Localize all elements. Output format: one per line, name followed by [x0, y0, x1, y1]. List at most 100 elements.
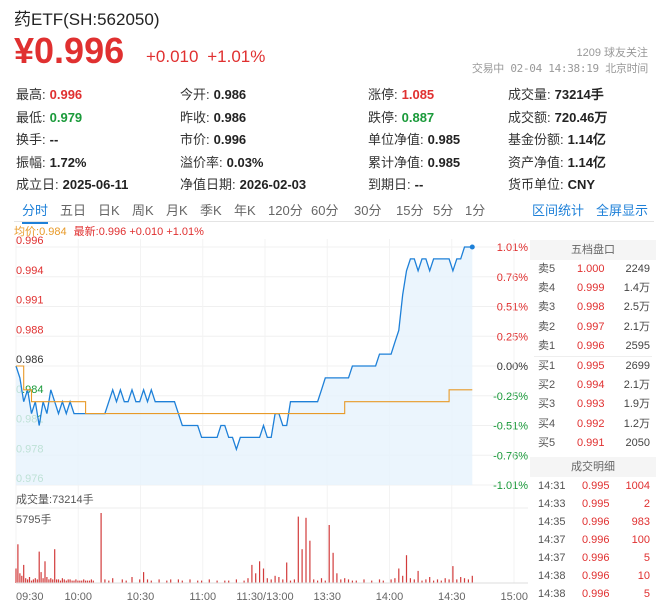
- stat-item: 昨收: 0.986: [180, 107, 246, 126]
- level-label: 卖3: [538, 301, 556, 314]
- volume-title: 成交量:73214手: [16, 492, 94, 506]
- volume-bar: [405, 555, 408, 583]
- bid-row: 买2 0.994 2.1万: [530, 376, 656, 395]
- trade-volume: 1004: [625, 479, 650, 492]
- stat-label: 基金份额:: [508, 132, 564, 147]
- pct-tick-label: 0.76%: [497, 272, 528, 284]
- ask-row: 卖3 0.998 2.5万: [530, 298, 656, 317]
- stat-item: 涨停: 1.085: [368, 84, 434, 103]
- tab-5[interactable]: 季K: [200, 203, 222, 218]
- stat-value: 1.085: [401, 87, 435, 102]
- volume-bar: [71, 580, 73, 583]
- tab-10[interactable]: 15分: [396, 203, 424, 218]
- stat-value: 2025-06-11: [62, 177, 129, 192]
- volume-bar: [108, 580, 110, 583]
- volume-bar: [83, 579, 85, 583]
- volume-bar: [471, 575, 473, 583]
- stat-value: 1.14亿: [567, 132, 606, 147]
- stat-item: 单位净值: 0.985: [368, 129, 460, 148]
- stat-value: --: [414, 177, 424, 192]
- trade-time: 交易中 02-04 14:38:19 北京时间: [472, 60, 648, 76]
- stat-label: 昨收:: [180, 109, 210, 125]
- volume-bar: [436, 579, 439, 583]
- volume-bar: [297, 516, 299, 583]
- trade-row: 14:35 0.996 983: [530, 513, 656, 531]
- level-label: 卖1: [538, 339, 556, 352]
- level-price: 0.998: [577, 301, 605, 314]
- tab-2[interactable]: 日K: [98, 203, 120, 218]
- tab-0[interactable]: 分时: [22, 200, 49, 224]
- legend-avg: 均价:0.984: [14, 226, 67, 238]
- trade-time: 14:38: [538, 587, 566, 600]
- stat-value: 73214手: [554, 87, 604, 102]
- volume-bar: [139, 579, 141, 583]
- level-volume: 2050: [625, 436, 650, 449]
- volume-bar: [467, 579, 469, 583]
- stat-item: 到期日: --: [368, 174, 423, 193]
- order-book-title: 五档盘口: [530, 240, 656, 260]
- range-stats-button[interactable]: 区间统计: [532, 203, 585, 218]
- volume-bar: [54, 549, 56, 583]
- stat-label: 市价:: [180, 132, 210, 147]
- volume-bar: [402, 575, 404, 583]
- volume-bar: [382, 580, 384, 583]
- tab-11[interactable]: 5分: [433, 203, 454, 218]
- stat-item: 振幅: 1.72%: [16, 152, 87, 171]
- volume-bar: [425, 579, 427, 583]
- pct-tick-label: 0.25%: [497, 331, 528, 343]
- stat-label: 今开:: [180, 87, 210, 102]
- volume-bar: [19, 573, 21, 583]
- trade-time: 14:33: [538, 497, 566, 510]
- tab-9[interactable]: 30分: [354, 203, 382, 218]
- volume-bar: [46, 577, 48, 583]
- stat-item: 资产净值: 1.14亿: [508, 152, 606, 171]
- price-area: [16, 247, 473, 485]
- tab-4[interactable]: 月K: [166, 203, 188, 218]
- pct-tick-label: -0.76%: [493, 450, 528, 462]
- volume-bar: [336, 573, 338, 583]
- ask-row: 卖1 0.996 2595: [530, 337, 656, 356]
- volume-bar: [17, 544, 19, 583]
- stat-label: 到期日:: [368, 177, 411, 192]
- stat-value: 0.979: [49, 109, 83, 125]
- stat-item: 换手: --: [16, 129, 58, 148]
- level-label: 买3: [538, 398, 556, 411]
- tab-3[interactable]: 周K: [132, 203, 154, 218]
- level-price: 0.993: [577, 398, 605, 411]
- level-volume: 2595: [625, 339, 650, 352]
- stat-label: 换手:: [16, 132, 46, 147]
- volume-bar: [52, 579, 54, 583]
- order-book: 五档盘口 卖5 1.000 2249 卖4 0.999 1.4万 卖3 0.998 2.5万 卖2…: [530, 240, 656, 603]
- tab-12[interactable]: 1分: [465, 203, 486, 218]
- volume-bar: [247, 578, 249, 583]
- trade-price: 0.996: [582, 515, 610, 528]
- pct-tick-label: 0.51%: [497, 302, 528, 314]
- change-amount: +0.010: [146, 47, 199, 66]
- stat-label: 成立日:: [16, 177, 59, 192]
- trade-volume: 2: [643, 497, 650, 510]
- intraday-chart[interactable]: 0.996 1.01% 0.994 0.76% 0.991 0.51% 0.988 0.25%…: [0, 0, 530, 615]
- stat-value: 0.986: [213, 87, 247, 102]
- stat-row: 振幅: 1.72% 溢价率: 0.03% 累计净值: 0.985 资产净值: 1.14亿: [16, 152, 656, 174]
- level-label: 买4: [538, 417, 556, 430]
- volume-bar: [197, 580, 199, 583]
- volume-bar: [69, 579, 71, 583]
- tab-1[interactable]: 五日: [60, 203, 87, 218]
- volume-bar: [262, 568, 265, 583]
- tab-6[interactable]: 年K: [234, 203, 256, 218]
- trade-details: 14:31 0.995 1004 14:33 0.995 2 14:35 0.996 983 14…: [530, 477, 656, 603]
- trade-time: 14:35: [538, 515, 566, 528]
- trade-time: 14:37: [538, 533, 566, 546]
- fullscreen-button[interactable]: 全屏显示: [596, 203, 649, 218]
- volume-bar: [48, 579, 50, 583]
- trade-volume: 10: [637, 569, 650, 582]
- trade-price: 0.995: [582, 497, 610, 510]
- chart-legend: 均价:0.984 最新:0.996 +0.010 +1.01%: [14, 223, 204, 239]
- tab-8[interactable]: 60分: [311, 203, 339, 218]
- timezone-label: 北京时间: [605, 63, 648, 75]
- volume-bar: [448, 579, 450, 583]
- tab-7[interactable]: 120分: [268, 203, 303, 218]
- time-tick-label: 10:30: [127, 591, 155, 603]
- level-price: 0.992: [577, 417, 605, 430]
- volume-bar: [208, 579, 210, 583]
